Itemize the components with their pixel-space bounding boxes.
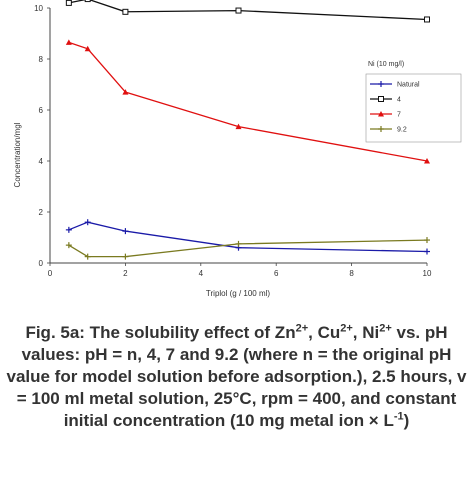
x-tick-label: 2 xyxy=(123,269,128,278)
legend-label: 9.2 xyxy=(397,127,407,134)
series-9-2-point xyxy=(122,253,129,260)
series-7-point xyxy=(424,158,430,164)
series-natural-point xyxy=(65,226,72,233)
series-4-point xyxy=(424,16,430,23)
legend-label: 4 xyxy=(397,97,401,104)
legend-marker xyxy=(378,126,384,132)
x-axis-label: Triplol (g / 100 ml) xyxy=(206,289,271,298)
series-4-point xyxy=(84,0,91,3)
series-layer xyxy=(65,0,430,260)
series-9-2 xyxy=(65,237,430,260)
x-tick-label: 0 xyxy=(48,269,53,278)
x-tick-label: 6 xyxy=(274,269,279,278)
y-tick-label: 6 xyxy=(39,106,44,115)
legend-entry-natural: Natural xyxy=(370,81,420,89)
series-natural xyxy=(65,219,430,255)
series-9-2-point xyxy=(235,240,242,247)
legend-box xyxy=(365,73,462,143)
series-natural-point xyxy=(424,248,430,255)
x-tick-label: 10 xyxy=(423,269,432,278)
series-4-point xyxy=(65,0,72,6)
legend-entry-7: 7 xyxy=(370,111,401,119)
plot-area xyxy=(50,8,427,263)
legend-entry-4: 4 xyxy=(370,96,401,104)
series-4-point xyxy=(235,7,242,14)
series-9-2-point xyxy=(424,237,430,244)
legend-entry-9-2: 9.2 xyxy=(370,126,407,134)
series-4 xyxy=(65,0,430,23)
series-7-point xyxy=(122,89,129,95)
y-tick-label: 10 xyxy=(34,4,43,13)
line-chart: Triplol (g / 100 ml) Concentration/mgl 0… xyxy=(13,0,462,298)
y-tick-label: 8 xyxy=(39,55,44,64)
series-natural-point xyxy=(84,219,91,226)
series-natural-point xyxy=(122,228,129,235)
x-tick-label: 8 xyxy=(349,269,354,278)
legend: Ni (10 mg/l) Natural 4 7 9.2 xyxy=(365,61,462,143)
legend-marker xyxy=(378,96,384,102)
y-axis-label: Concentration/mgl xyxy=(13,122,22,187)
y-tick-label: 0 xyxy=(39,259,44,268)
legend-marker xyxy=(378,111,384,117)
series-9-2-point xyxy=(84,253,91,260)
series-7-point xyxy=(65,39,72,45)
x-tick-label: 4 xyxy=(199,269,204,278)
series-7-point xyxy=(235,123,242,130)
series-9-2-point xyxy=(65,242,72,249)
y-tick-label: 2 xyxy=(39,208,44,217)
y-tick-label: 4 xyxy=(39,157,44,166)
legend-label: 7 xyxy=(397,112,401,119)
figure-caption: Fig. 5a: The solubility effect of Zn2+, … xyxy=(6,322,467,430)
axis-ticks: 0 2 4 6 8 10 0 2 4 6 8 10 xyxy=(34,4,432,278)
legend-marker xyxy=(378,81,384,87)
legend-title: Ni (10 mg/l) xyxy=(368,61,404,68)
series-7 xyxy=(65,39,430,164)
legend-label: Natural xyxy=(397,82,420,89)
series-4-point xyxy=(122,8,129,15)
series-7-point xyxy=(84,45,91,52)
